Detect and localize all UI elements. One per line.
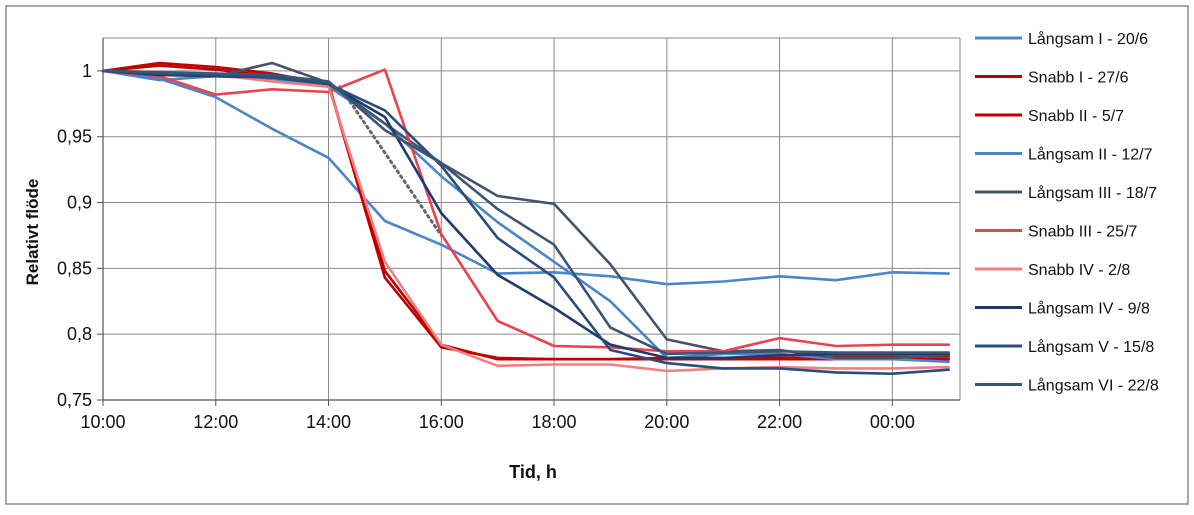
series-line-9 [101, 69, 951, 376]
legend-label: Snabb IV - 2/8 [1028, 262, 1130, 279]
x-tick-label: 20:00 [644, 412, 689, 432]
x-tick-label: 18:00 [532, 412, 577, 432]
legend-label: Snabb II - 5/7 [1028, 108, 1124, 125]
x-axis-label: Tid, h [509, 462, 557, 482]
y-tick-label: 0,95 [57, 127, 92, 147]
series-line-6 [101, 68, 951, 353]
x-tick-label: 16:00 [419, 412, 464, 432]
series-lines [101, 61, 951, 376]
annotations [338, 85, 443, 237]
chart-border [5, 5, 1189, 505]
legend-label: Långsam III - 18/7 [1028, 184, 1157, 202]
axes [97, 38, 960, 406]
y-tick-label: 0,75 [57, 390, 92, 410]
legend-label: Snabb III - 25/7 [1028, 224, 1138, 241]
series-line-10 [101, 69, 951, 356]
y-tick-labels: 0,75 0,8 0,85 0,9 0,95 1 [57, 61, 92, 410]
y-tick-label: 0,9 [67, 193, 92, 213]
x-tick-label: 00:00 [870, 412, 915, 432]
legend-label: Långsam V - 15/8 [1028, 338, 1154, 356]
y-tick-label: 1 [82, 61, 92, 81]
y-axis-label: Relativt flöde [23, 179, 42, 286]
legend-label: Långsam IV - 9/8 [1028, 300, 1150, 318]
legend-label: Långsam I - 20/6 [1028, 30, 1148, 48]
x-tick-label: 12:00 [193, 412, 238, 432]
x-tick-labels: 10:00 12:00 14:00 16:00 18:00 20:00 22:00 00:00 [80, 412, 914, 432]
y-tick-label: 0,8 [67, 324, 92, 344]
legend-label: Långsam II - 12/7 [1028, 146, 1153, 164]
legend-label: Snabb I - 27/6 [1028, 70, 1129, 87]
x-tick-label: 10:00 [80, 412, 125, 432]
series-line-1 [101, 69, 951, 286]
x-tick-label: 22:00 [757, 412, 802, 432]
legend-label: Långsam VI - 22/8 [1028, 377, 1159, 395]
legend: Långsam I - 20/6 Snabb I - 27/6 Snabb II -… [975, 30, 1159, 395]
x-tick-label: 14:00 [306, 412, 351, 432]
dotted-trend-line [338, 85, 443, 237]
y-tick-label: 0,85 [57, 258, 92, 278]
